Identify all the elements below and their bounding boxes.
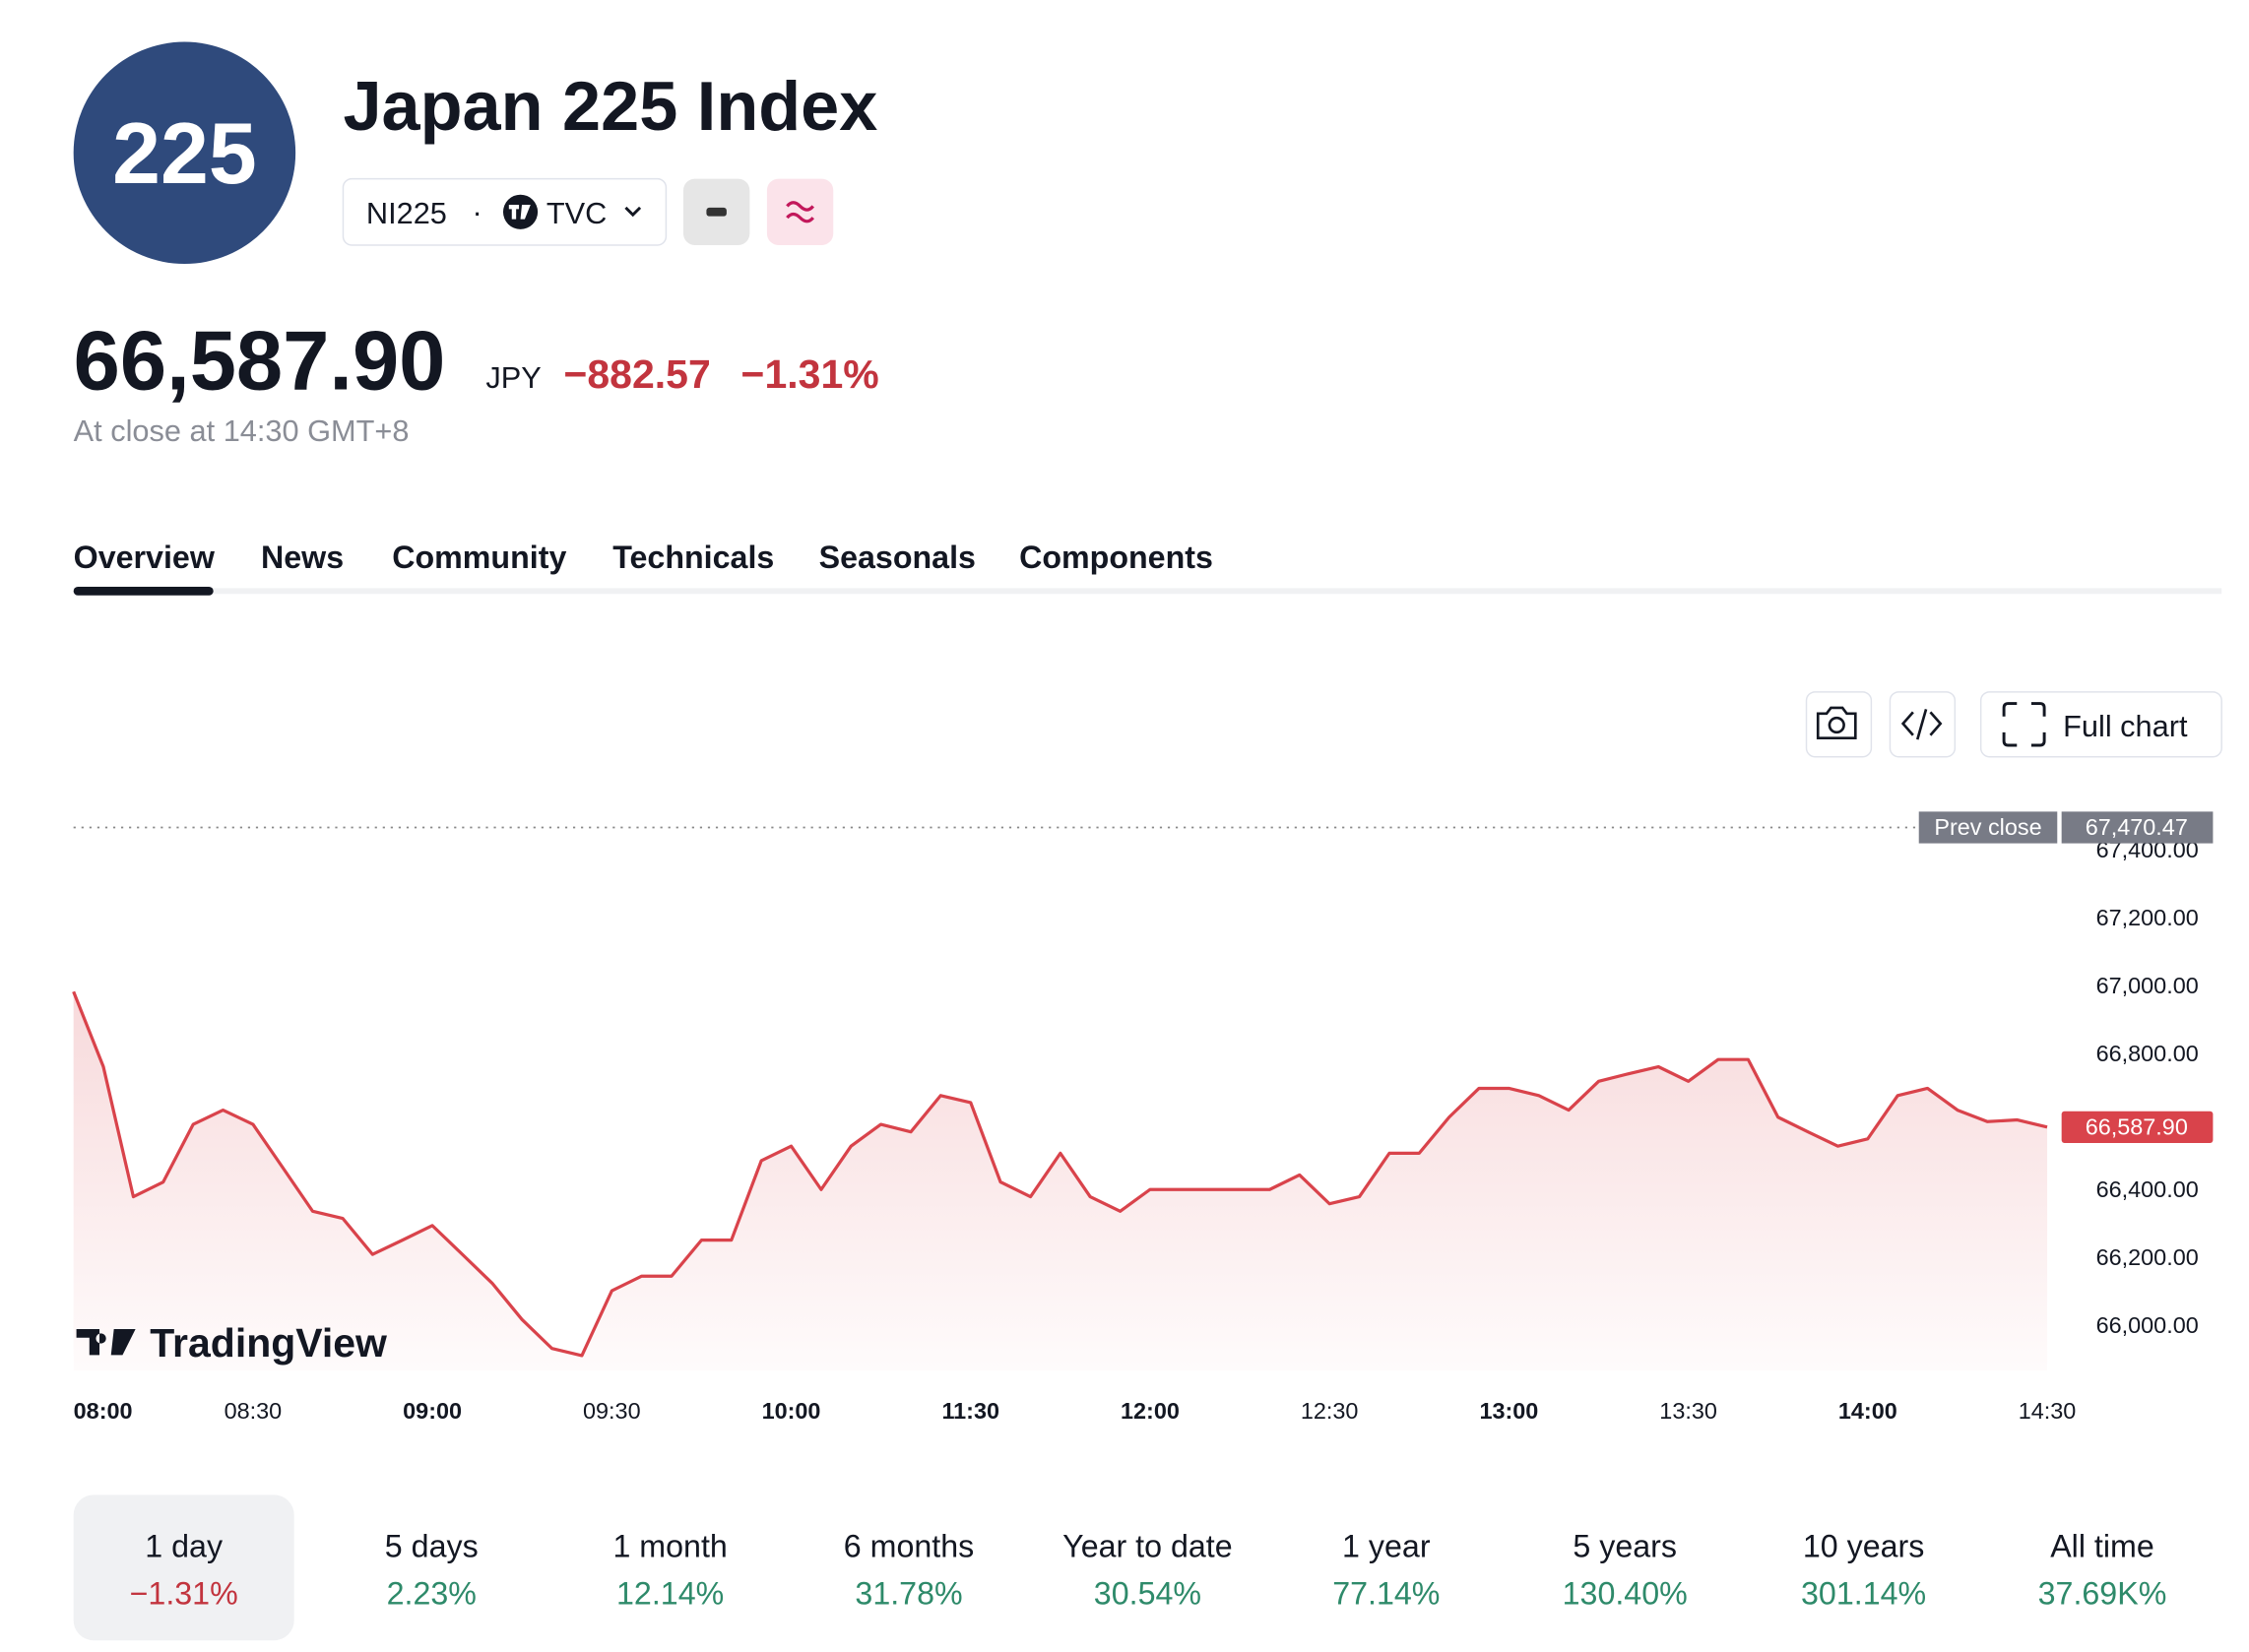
tab[interactable]: Community [392, 540, 566, 575]
x-tick-label: 14:30 [2019, 1398, 2077, 1424]
x-tick-label: 09:30 [583, 1398, 641, 1424]
change: −882.57 [563, 351, 710, 397]
currency: JPY [485, 360, 541, 395]
period-label[interactable]: Year to date [1062, 1528, 1233, 1563]
x-tick-label: 08:00 [74, 1398, 133, 1424]
current-price-label: 66,587.90 [2086, 1114, 2188, 1140]
period-value[interactable]: 12.14% [616, 1576, 724, 1612]
area [73, 991, 2048, 1371]
period-label[interactable]: 1 day [145, 1528, 224, 1563]
y-tick-label: 67,000.00 [2096, 973, 2199, 998]
period-value[interactable]: 130.40% [1563, 1576, 1688, 1612]
symbol[interactable]: NI225 [366, 196, 447, 230]
logo-circle [73, 41, 296, 265]
x-tick-label: 14:00 [1838, 1398, 1897, 1424]
logo-text: 225 [112, 104, 257, 202]
x-tick-label: 11:30 [941, 1398, 999, 1424]
tab[interactable]: Overview [74, 540, 216, 575]
status: At close at 14:30 GMT+8 [74, 413, 410, 448]
tab[interactable]: Components [1019, 540, 1213, 575]
symbol-button[interactable]: NI225 · TVC [342, 177, 668, 246]
period-label[interactable]: 1 year [1342, 1528, 1431, 1563]
period-label[interactable]: 5 years [1573, 1528, 1677, 1563]
exchange-icon-mark [508, 204, 531, 220]
change-percent: −1.31% [741, 351, 879, 397]
y-tick-label: 67,200.00 [2096, 905, 2199, 930]
period-value[interactable]: 37.69K% [2038, 1576, 2167, 1612]
x-tick-label: 13:30 [1659, 1398, 1717, 1424]
period-value[interactable]: 31.78% [855, 1576, 962, 1612]
prev-close-badge [2061, 811, 2214, 844]
code-icon [1900, 709, 1943, 740]
period-label[interactable]: 10 years [1803, 1528, 1925, 1563]
tab[interactable]: Seasonals [819, 540, 976, 575]
prev-close-label: 67,470.47 [2086, 814, 2188, 840]
full-chart-button[interactable] [1979, 691, 2222, 758]
x-tick-label: 13:00 [1479, 1398, 1538, 1424]
chevron [624, 206, 642, 218]
camera-icon [1816, 706, 1857, 740]
price-line [72, 990, 2048, 1358]
active-tab-indicator [73, 586, 214, 596]
tab[interactable]: Technicals [612, 540, 774, 575]
flag-icon [706, 207, 727, 217]
y-tick-label: 66,400.00 [2096, 1176, 2199, 1202]
type-button[interactable] [766, 178, 834, 245]
price-chart: 66,000.0066,200.0066,400.0066,600.0066,8… [72, 811, 2214, 1424]
prev-close-tag [1918, 811, 2058, 844]
x-tick-label: 10:00 [762, 1398, 821, 1424]
period-value[interactable]: 30.54% [1094, 1576, 1201, 1612]
period-label[interactable]: 6 months [844, 1528, 974, 1563]
current-price-badge [2061, 1111, 2214, 1143]
price: 66,587.90 [74, 313, 446, 407]
tabs-rule [73, 588, 2222, 595]
snapshot-button[interactable] [1805, 691, 1873, 758]
period-label[interactable]: 1 month [612, 1528, 727, 1563]
period-value[interactable]: 301.14% [1801, 1576, 1926, 1612]
watermark: TradingView [150, 1320, 387, 1366]
camera-lens [1828, 716, 1845, 734]
tab[interactable]: News [261, 540, 344, 575]
y-tick-label: 66,800.00 [2096, 1041, 2199, 1066]
period-label[interactable]: All time [2050, 1528, 2154, 1563]
y-tick-label: 66,200.00 [2096, 1244, 2199, 1270]
period-value[interactable]: 77.14% [1332, 1576, 1440, 1612]
period-label[interactable]: 5 days [385, 1528, 479, 1563]
period-value[interactable]: 2.23% [387, 1576, 477, 1612]
x-tick-label: 08:30 [225, 1398, 283, 1424]
exchange-icon [502, 194, 539, 229]
x-tick-label: 09:00 [403, 1398, 462, 1424]
fullscreen-icon [2002, 702, 2046, 747]
title: Japan 225 Index [343, 67, 877, 145]
period-value[interactable]: −1.31% [130, 1576, 238, 1612]
x-tick-label: 12:00 [1121, 1398, 1180, 1424]
period-selected[interactable] [73, 1494, 294, 1641]
type-icon [786, 201, 815, 223]
exchange[interactable]: TVC [546, 196, 607, 230]
y-tick-label: 66,000.00 [2096, 1312, 2199, 1338]
period-bar: 1 day −1.31% 5 days 2.23% 1 month 12.14% 6 mon… [73, 1494, 2167, 1641]
full-chart-label[interactable]: Full chart [2063, 709, 2188, 743]
watermark-icon [76, 1328, 136, 1356]
prev-close-name: Prev close [1934, 814, 2041, 840]
separator: · [472, 195, 482, 229]
x-tick-label: 12:30 [1301, 1398, 1359, 1424]
